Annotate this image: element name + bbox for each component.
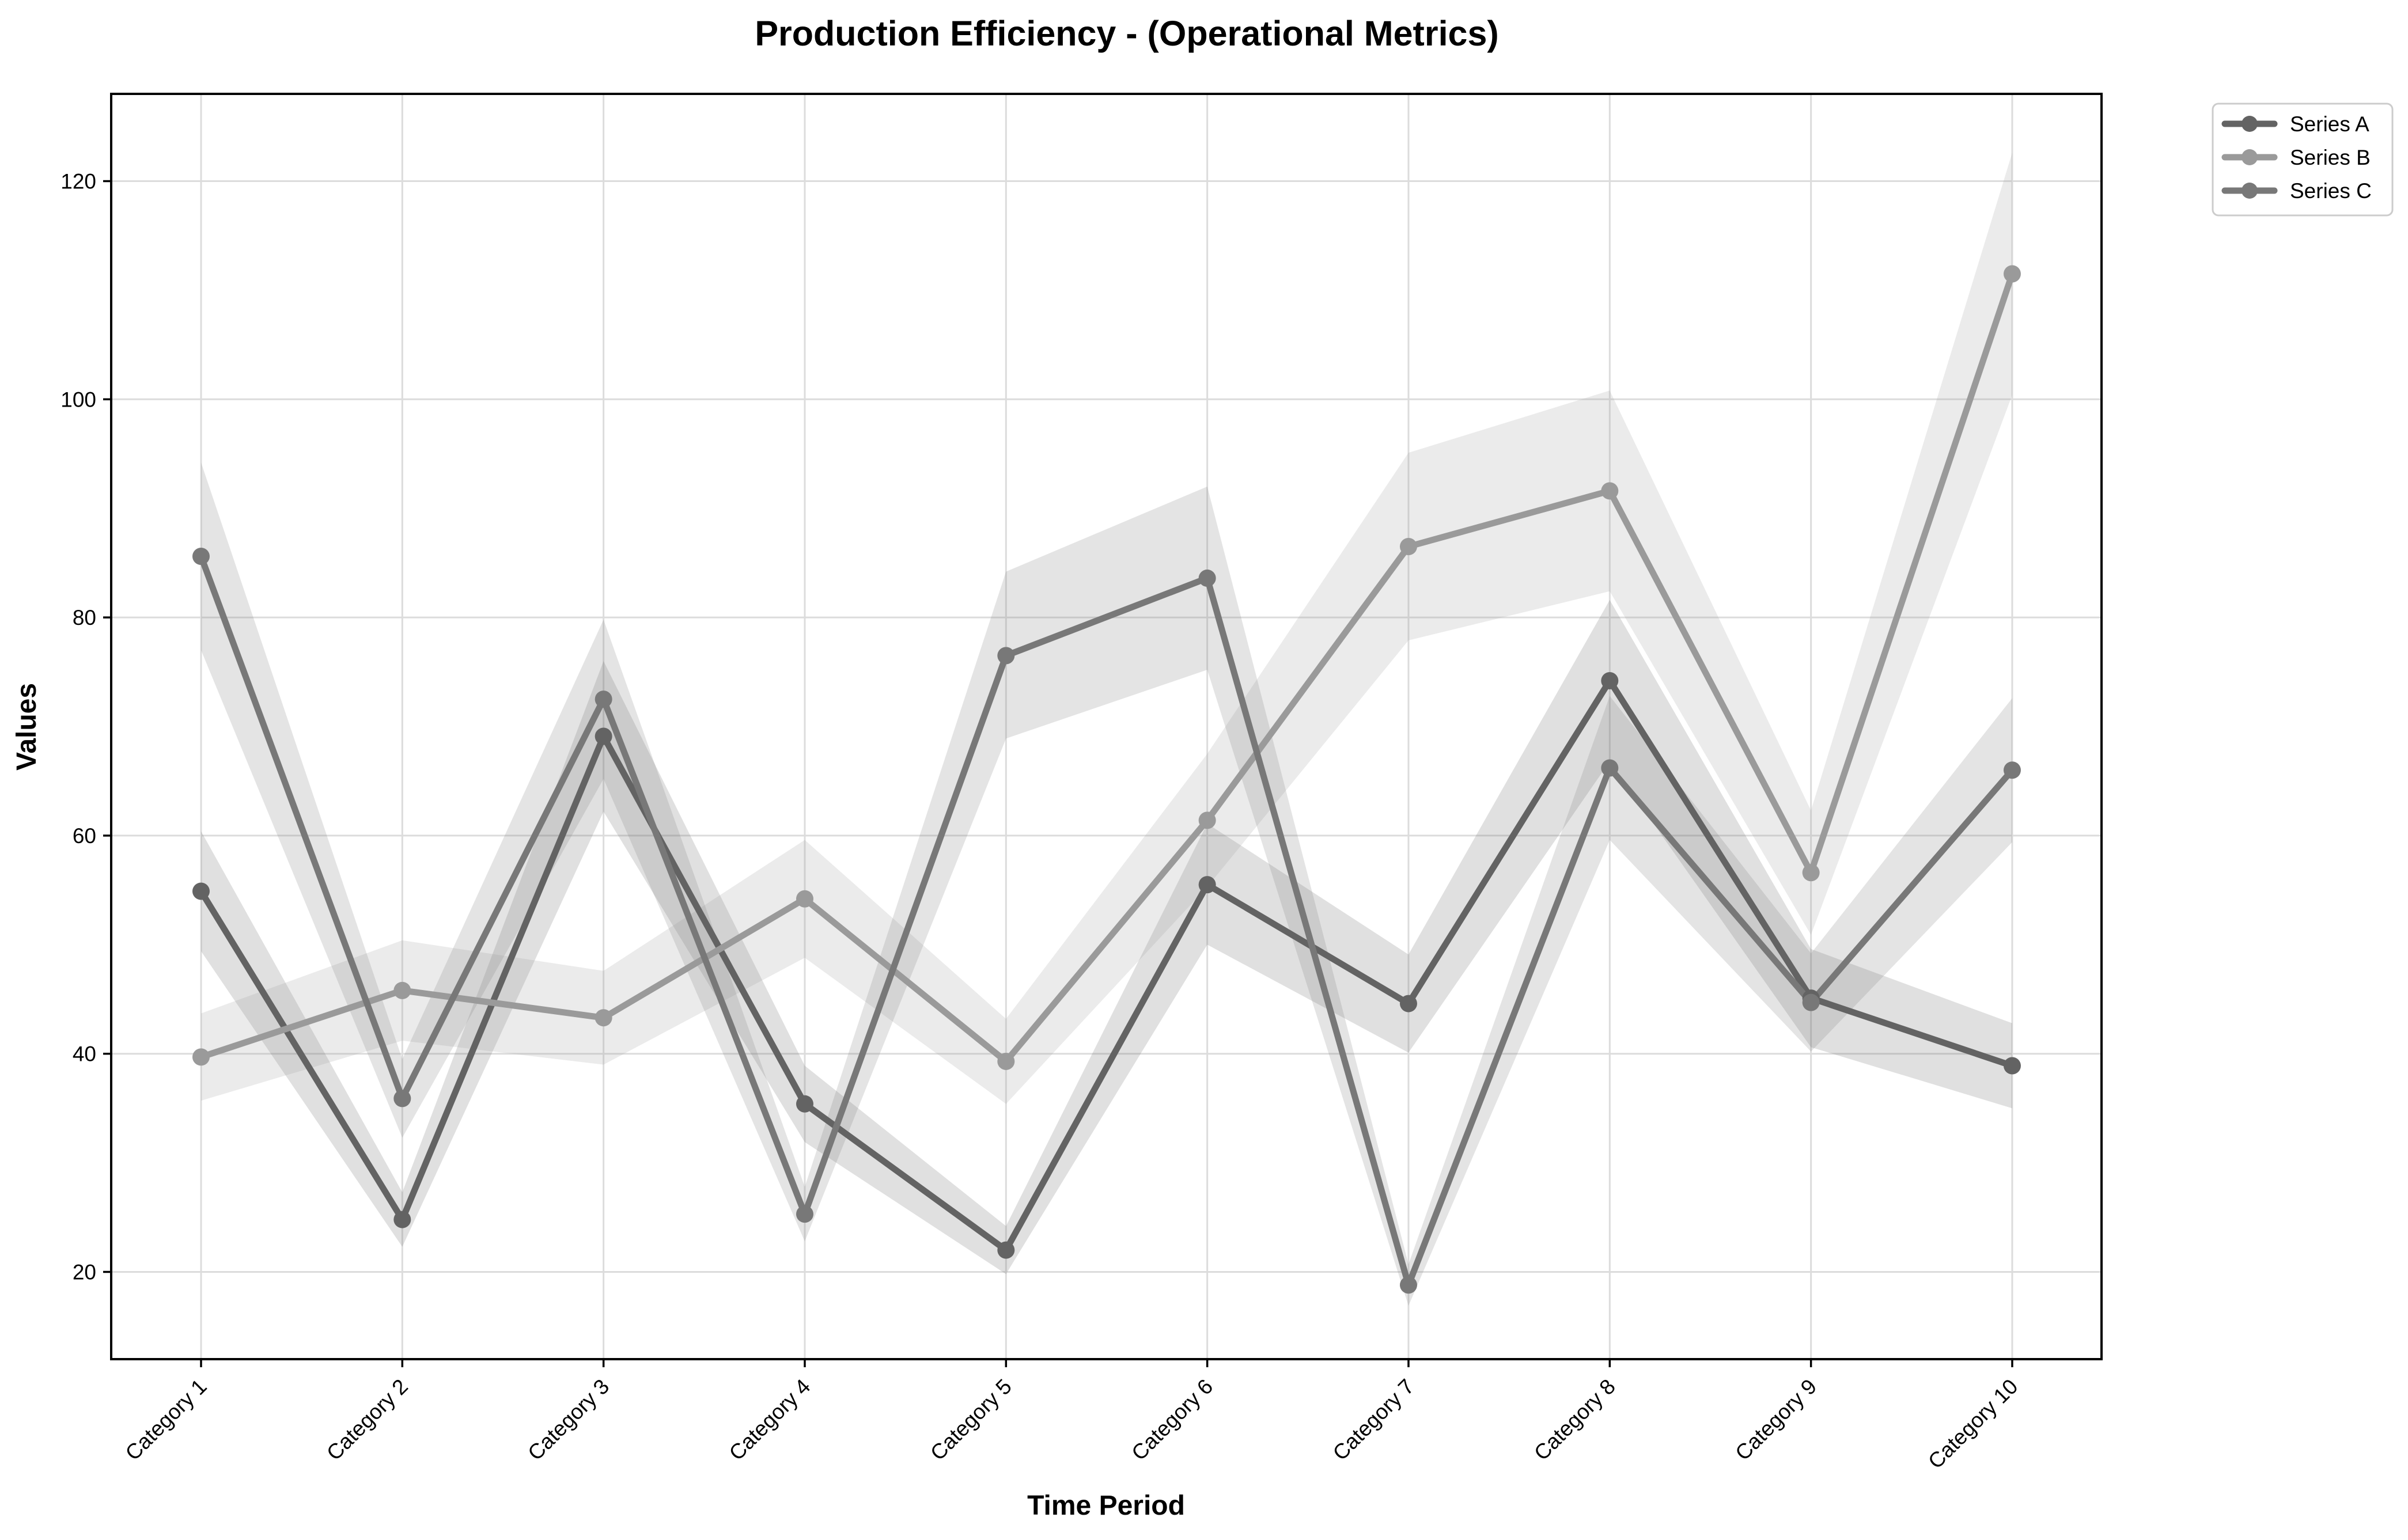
series-a-point [997,1241,1015,1259]
series-c-point [192,548,210,566]
series-b-point [796,890,813,908]
x-tick-label: Category 5 [926,1375,1016,1465]
x-tick-label: Category 3 [523,1375,614,1465]
confidence-bands [201,153,2012,1306]
series-a-band [201,600,2012,1275]
grid-lines [111,94,2102,1359]
x-tick-label: Category 7 [1328,1375,1419,1465]
x-tick-label: Category 6 [1127,1375,1217,1465]
series-c-band [201,462,2012,1306]
chart-title: Production Efficiency - (Operational Met… [755,14,1498,53]
series-c-line [198,553,2016,1288]
series-c-point [997,647,1015,665]
legend-marker-series-b [2242,149,2258,165]
y-tick-label: 20 [73,1260,96,1284]
y-tick-label: 80 [73,606,96,629]
series-a-point [1601,672,1619,689]
y-tick-label: 100 [60,388,96,411]
x-tick-label: Category 9 [1731,1375,1821,1465]
series-c-point [1399,1276,1417,1294]
legend-label-series-a: Series A [2290,112,2369,136]
series-a-point [2003,1057,2021,1075]
x-tick-label: Category 10 [1924,1375,2023,1474]
series-lines [198,271,2016,1288]
x-tick-label: Category 1 [121,1375,211,1465]
series-c-point [393,1090,411,1107]
series-points [192,265,2021,1294]
y-tick-label: 60 [73,824,96,848]
series-a-point [393,1211,411,1228]
series-c-point [1198,569,1216,587]
series-b-point [997,1052,1015,1070]
x-axis-label: Time Period [1027,1490,1185,1521]
series-b-point [393,981,411,999]
series-c-point [1802,993,1820,1011]
series-b-point [1802,864,1820,882]
legend-label-series-c: Series C [2290,179,2372,203]
series-b-line [198,271,2016,1065]
legend-marker-series-a [2242,116,2258,132]
plot-area-frame [110,93,2103,1360]
series-a-point [192,882,210,900]
x-tick-label: Category 4 [725,1375,815,1465]
series-c-point [595,691,612,708]
series-c-point [2003,761,2021,779]
series-a-point [1198,876,1216,894]
series-b-point [1198,811,1216,829]
series-b-point [2003,265,2021,283]
series-a-point [796,1095,813,1113]
legend-label-series-b: Series B [2290,146,2371,169]
y-tick-label: 40 [73,1042,96,1066]
series-b-point [1601,482,1619,500]
series-b-point [1399,537,1417,555]
legend: Series A Series B Series C [2212,103,2394,217]
x-tick-label: Category 2 [322,1375,412,1465]
series-b-point [192,1048,210,1066]
series-b-point [595,1009,612,1027]
series-c-point [796,1205,813,1223]
series-c-point [1601,759,1619,777]
series-a-point [595,727,612,745]
y-axis-label: Values [12,683,42,771]
x-tick-label: Category 8 [1529,1375,1620,1465]
y-tick-label: 120 [60,170,96,194]
legend-marker-series-c [2242,183,2258,199]
series-a-point [1399,995,1417,1012]
series-a-line [198,677,2016,1254]
series-b-band [201,153,2012,1104]
